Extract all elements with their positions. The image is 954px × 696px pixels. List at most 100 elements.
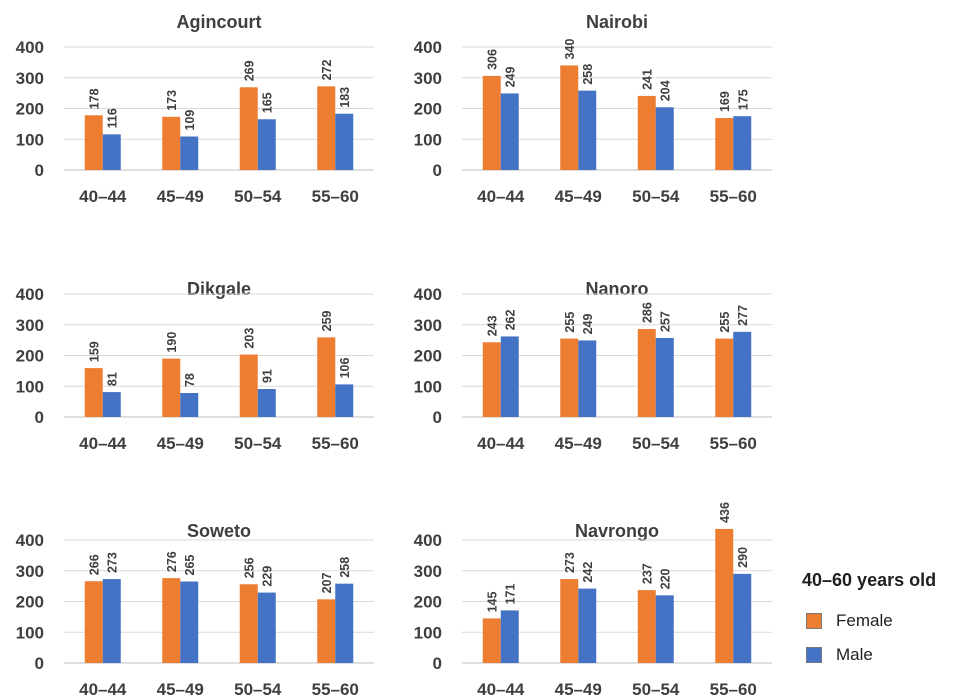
y-tick-label: 100 <box>414 623 442 642</box>
y-tick-label: 0 <box>433 161 442 180</box>
bar-male <box>257 119 276 170</box>
bar-female <box>637 590 656 663</box>
data-label: 145 <box>486 592 500 613</box>
data-label: 237 <box>641 563 655 584</box>
x-tick-label: 55–60 <box>312 680 359 696</box>
chart-title: Nairobi <box>586 12 648 32</box>
data-label: 171 <box>504 584 518 605</box>
data-label: 190 <box>165 332 179 353</box>
y-tick-label: 100 <box>16 377 44 396</box>
bar-female <box>715 118 734 170</box>
x-tick-label: 40–44 <box>79 680 127 696</box>
bar-female <box>637 95 656 170</box>
bar-male <box>578 588 597 663</box>
bar-male <box>733 573 752 663</box>
data-label: 265 <box>183 555 197 576</box>
y-tick-label: 400 <box>414 38 442 57</box>
data-label: 276 <box>165 551 179 572</box>
bar-male <box>655 595 674 663</box>
x-tick-label: 55–60 <box>312 187 359 206</box>
bar-female <box>637 329 656 417</box>
data-label: 290 <box>736 547 750 568</box>
data-label: 204 <box>659 80 673 101</box>
data-label: 269 <box>243 60 257 81</box>
y-tick-label: 400 <box>16 285 44 304</box>
y-tick-label: 300 <box>16 69 44 88</box>
data-label: 259 <box>320 310 334 331</box>
bar-female <box>317 599 336 663</box>
data-label: 165 <box>261 92 275 113</box>
data-label: 78 <box>183 373 197 387</box>
bar-female <box>482 342 501 417</box>
data-label: 159 <box>88 341 102 362</box>
y-tick-label: 400 <box>414 531 442 550</box>
x-tick-label: 45–49 <box>555 680 602 696</box>
bar-female <box>482 618 501 663</box>
data-label: 249 <box>581 314 595 335</box>
data-label: 203 <box>243 328 257 349</box>
chart-dikgale: Dikgale 0 100 200 300 400 159 81 40–44 190 78 45–49… <box>16 279 374 453</box>
chart-title: Nanoro <box>586 279 649 299</box>
data-label: 169 <box>718 91 732 112</box>
y-tick-label: 300 <box>16 316 44 335</box>
bar-female <box>560 338 579 417</box>
x-tick-label: 40–44 <box>79 434 127 453</box>
data-label: 306 <box>486 49 500 70</box>
data-label: 256 <box>243 557 257 578</box>
bar-male <box>655 337 674 417</box>
x-tick-label: 50–54 <box>234 434 282 453</box>
data-label: 255 <box>563 312 577 333</box>
bar-male <box>257 389 276 417</box>
data-label: 183 <box>338 87 352 108</box>
bar-female <box>482 75 501 170</box>
chart-nairobi: Nairobi 0 100 200 300 400 306 249 40–44 340 258 45–… <box>414 12 772 206</box>
chart-title: Soweto <box>187 521 251 541</box>
bar-male <box>578 90 597 170</box>
data-label: 277 <box>736 305 750 326</box>
y-tick-label: 100 <box>16 623 44 642</box>
bar-female <box>715 338 734 417</box>
legend-item-female: Female <box>802 609 952 633</box>
bar-male <box>180 393 199 417</box>
y-tick-label: 200 <box>414 347 442 366</box>
x-tick-label: 45–49 <box>157 187 204 206</box>
data-label: 241 <box>641 69 655 90</box>
bar-male <box>180 136 199 170</box>
chart-title: Dikgale <box>187 279 251 299</box>
bar-male <box>335 113 354 170</box>
chart-nanoro: Nanoro 0 100 200 300 400 243 262 40–44 255 249 45–4… <box>414 279 772 453</box>
y-tick-label: 300 <box>16 562 44 581</box>
data-label: 178 <box>88 88 102 109</box>
x-tick-label: 50–54 <box>632 434 680 453</box>
y-tick-label: 0 <box>35 654 44 673</box>
y-tick-label: 0 <box>433 408 442 427</box>
legend-item-male: Male <box>802 643 952 667</box>
legend-label-male: Male <box>836 645 873 664</box>
x-tick-label: 55–60 <box>710 680 757 696</box>
legend-swatch-female <box>806 613 822 629</box>
x-tick-label: 50–54 <box>234 680 282 696</box>
data-label: 266 <box>88 554 102 575</box>
data-label: 262 <box>504 310 518 331</box>
bar-male <box>102 579 121 663</box>
x-tick-label: 50–54 <box>632 187 680 206</box>
y-tick-label: 100 <box>414 377 442 396</box>
legend: 40–60 years old Female Male <box>802 570 952 677</box>
bar-female <box>560 579 579 663</box>
bar-male <box>257 592 276 663</box>
bar-female <box>162 116 181 170</box>
x-tick-label: 45–49 <box>555 187 602 206</box>
bar-male <box>335 384 354 417</box>
x-tick-label: 50–54 <box>234 187 282 206</box>
bar-male <box>102 392 121 417</box>
bar-male <box>578 340 597 417</box>
bar-male <box>335 583 354 663</box>
bar-female <box>84 581 103 663</box>
bar-male <box>733 331 752 417</box>
data-label: 173 <box>165 90 179 111</box>
data-label: 175 <box>736 89 750 110</box>
bar-male <box>733 116 752 170</box>
data-label: 116 <box>106 108 120 128</box>
bar-male <box>180 581 199 663</box>
